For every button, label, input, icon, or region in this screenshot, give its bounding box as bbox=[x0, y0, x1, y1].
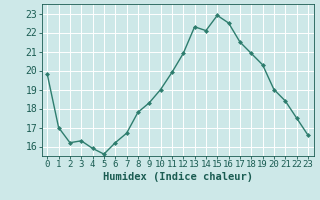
X-axis label: Humidex (Indice chaleur): Humidex (Indice chaleur) bbox=[103, 172, 252, 182]
